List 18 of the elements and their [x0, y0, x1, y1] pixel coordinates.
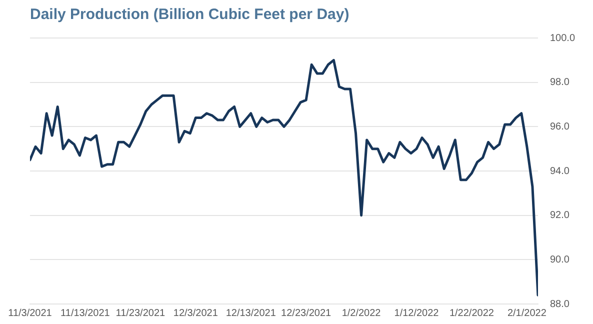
y-tick-label: 98.0: [550, 77, 570, 88]
y-tick-label: 88.0: [550, 298, 570, 310]
x-tick-label: 12/3/2021: [173, 308, 218, 319]
chart-title: Daily Production (Billion Cubic Feet per Day): [30, 6, 350, 24]
x-tick-label: 1/2/2022: [342, 308, 382, 319]
y-tick-label: 90.0: [550, 254, 570, 266]
x-tick-label: 1/12/2022: [394, 308, 440, 319]
x-tick-label: 11/3/2021: [8, 308, 52, 319]
y-tick-label: 92.0: [550, 210, 570, 222]
x-tick-label: 12/13/2021: [226, 308, 276, 319]
x-tick-label: 2/1/2022: [507, 308, 547, 319]
y-tick-label: 96.0: [550, 121, 570, 132]
x-tick-label: 11/23/2021: [116, 308, 166, 319]
y-tick-label: 94.0: [550, 166, 570, 177]
x-tick-label: 11/13/2021: [60, 308, 110, 319]
x-tick-label: 1/22/2022: [449, 308, 494, 319]
y-tick-label: 100.0: [550, 32, 576, 44]
x-tick-label: 12/23/2021: [281, 308, 332, 319]
